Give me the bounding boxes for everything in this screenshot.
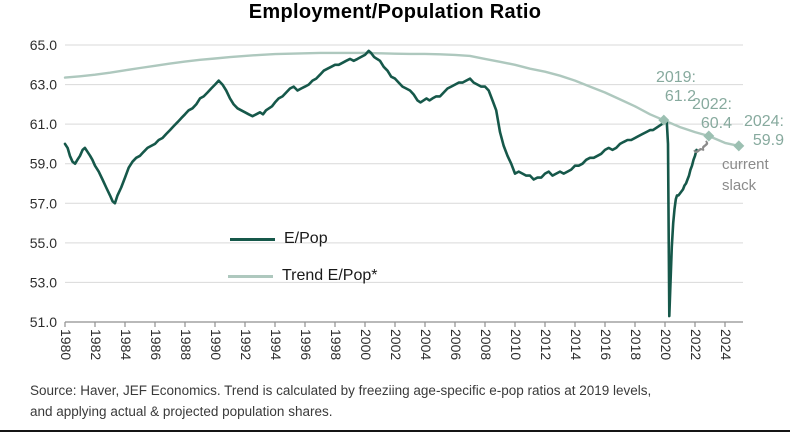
source-line-2: and applying actual & projected populati… (30, 404, 333, 419)
callout-2022-year: 2022: (691, 96, 732, 113)
epop-line (63, 49, 698, 318)
y-tick-label: 61.0 (30, 116, 57, 132)
callout-2019-value: 61.2 (664, 88, 696, 105)
y-tick-label: 53.0 (30, 274, 57, 290)
x-tick-label: 2010 (508, 329, 524, 360)
y-tick-label: 57.0 (30, 195, 57, 211)
x-tick-label: 2004 (418, 329, 434, 360)
chart-title: Employment/Population Ratio (248, 1, 542, 23)
legend-label-epop: E/Pop (284, 230, 328, 247)
x-tick-label: 1996 (298, 329, 314, 360)
x-tick-label: 2018 (628, 329, 644, 360)
x-tick-label: 1992 (238, 329, 254, 360)
callout-2024-year: 2024: (743, 113, 784, 130)
x-tick-label: 2024 (718, 329, 734, 360)
current-slack-note: current slack (722, 154, 769, 196)
callout-2022: 2022: 60.4 (688, 95, 732, 133)
y-tick-label: 55.0 (30, 235, 57, 251)
legend-item-trend: Trend E/Pop* (228, 267, 377, 285)
y-tick-label: 63.0 (30, 77, 57, 93)
x-tick-label: 1982 (88, 329, 104, 360)
trend-line (63, 51, 740, 148)
x-tick-label: 2016 (598, 329, 614, 360)
callout-2022-value: 60.4 (700, 115, 732, 132)
trend-marker-diamond (733, 140, 745, 152)
callout-2019-year: 2019: (655, 69, 696, 86)
x-tick-label: 2006 (448, 329, 464, 360)
x-tick-label: 1980 (58, 329, 74, 360)
x-tick-label: 1998 (328, 329, 344, 360)
trend-marker-diamond (703, 130, 715, 142)
slack-line-1: current (722, 156, 769, 173)
source-line-1: Source: Haver, JEF Economics. Trend is c… (30, 383, 652, 398)
trend-line-swatch (228, 274, 273, 278)
x-tick-label: 1988 (178, 329, 194, 360)
x-tick-label: 2000 (358, 329, 374, 360)
slack-line-2: slack (722, 177, 757, 194)
y-tick-label: 65.0 (30, 37, 57, 53)
x-tick-label: 2014 (568, 329, 584, 360)
source-note: Source: Haver, JEF Economics. Trend is c… (30, 380, 770, 422)
epop-line-swatch (230, 237, 275, 241)
x-tick-label: 2020 (658, 329, 674, 360)
x-tick-label: 2012 (538, 329, 554, 360)
trend-marker-diamond (658, 114, 670, 126)
x-tick-label: 2008 (478, 329, 494, 360)
x-tick-label: 2002 (388, 329, 404, 360)
x-tick-label: 2022 (688, 329, 704, 360)
y-tick-label: 51.0 (30, 314, 57, 330)
callout-2024: 2024: 59.9 (738, 112, 784, 150)
legend-item-epop: E/Pop (230, 230, 328, 248)
y-tick-label: 59.0 (30, 156, 57, 172)
x-tick-label: 1986 (148, 329, 164, 360)
callout-2024-value: 59.9 (752, 132, 784, 149)
legend-label-trend: Trend E/Pop* (282, 267, 378, 284)
callout-2019: 2019: 61.2 (638, 68, 696, 106)
x-tick-label: 1994 (268, 329, 284, 360)
bottom-border-line (0, 430, 790, 432)
x-tick-label: 1990 (208, 329, 224, 360)
x-tick-label: 1984 (118, 329, 134, 360)
